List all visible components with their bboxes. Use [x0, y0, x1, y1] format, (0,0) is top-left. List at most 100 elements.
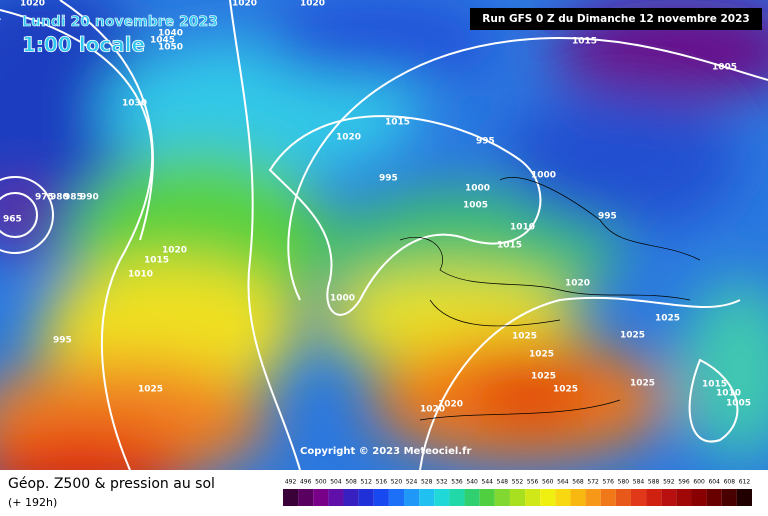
isobar-label: 1025 — [531, 372, 556, 382]
scale-swatch — [691, 489, 707, 506]
isobar-label: 990 — [80, 193, 99, 203]
isobar-label: 1000 — [465, 184, 490, 194]
isobar-label: 1020 — [232, 0, 257, 9]
scale-swatch — [615, 489, 631, 506]
scale-label: 556 — [527, 479, 539, 486]
scale-swatch — [646, 489, 662, 506]
isobar-lines — [0, 0, 768, 470]
scale-label: 552 — [512, 479, 524, 486]
scale-label: 504 — [330, 479, 342, 486]
scale-swatch — [721, 489, 737, 506]
scale-label: 508 — [345, 479, 357, 486]
isobar-label: 995 — [379, 174, 398, 184]
isobar-label: 1005 — [726, 399, 751, 409]
scale-label: 536 — [451, 479, 463, 486]
isobar-label: 1020 — [162, 246, 187, 256]
isobar-label: 995 — [476, 137, 495, 147]
run-info: Run GFS 0 Z du Dimanche 12 novembre 2023 — [482, 13, 749, 25]
scale-label: 512 — [360, 479, 372, 486]
scale-label: 540 — [466, 479, 478, 486]
scale-label: 520 — [391, 479, 403, 486]
isobar-label: 1045 — [150, 36, 175, 46]
scale-label: 532 — [436, 479, 448, 486]
scale-swatch — [555, 489, 571, 506]
isobar-label: 1025 — [630, 379, 655, 389]
scale-label: 568 — [572, 479, 584, 486]
scale-label: 544 — [482, 479, 494, 486]
scale-label: 516 — [376, 479, 388, 486]
scale-swatch — [540, 489, 556, 506]
scale-label: 584 — [633, 479, 645, 486]
scale-swatch — [388, 489, 405, 506]
isobar-label: 995 — [598, 212, 617, 222]
isobar-label: 1010 — [510, 223, 535, 233]
scale-label: 500 — [315, 479, 327, 486]
scale-swatch — [525, 489, 541, 506]
scale-swatch — [434, 489, 450, 506]
scale-label: 548 — [497, 479, 509, 486]
scale-swatch — [706, 489, 722, 506]
isobar-label: 1020 — [420, 405, 445, 415]
isobar-label: 1020 — [565, 279, 590, 289]
scale-swatch — [464, 489, 480, 506]
isobar-label: 975 — [35, 193, 54, 203]
scale-swatch — [298, 489, 314, 506]
isobar-label: 1025 — [529, 350, 554, 360]
isobar-label: 1010 — [128, 270, 153, 280]
scale-label: 600 — [693, 479, 705, 486]
scale-swatch — [585, 489, 601, 506]
isobar-label: 995 — [53, 336, 72, 346]
scale-swatch — [419, 489, 435, 506]
scale-swatch — [570, 489, 586, 506]
scale-label: 612 — [739, 479, 751, 486]
isobar-label: 1015 — [702, 380, 727, 390]
scale-swatch — [736, 489, 752, 506]
scale-label: 492 — [285, 479, 297, 486]
scale-label: 580 — [618, 479, 630, 486]
isobar-label: 1015 — [572, 37, 597, 47]
isobar-label: 1025 — [512, 332, 537, 342]
isobar-label: 1025 — [138, 385, 163, 395]
scale-swatch — [358, 489, 374, 506]
isobar-label: 1025 — [655, 314, 680, 324]
time: 1:00 locale — [22, 33, 145, 57]
scale-swatch — [600, 489, 616, 506]
isobar-label: 1020 — [20, 0, 45, 9]
scale-swatch — [343, 489, 359, 506]
isobar-label: 1050 — [158, 43, 183, 53]
scale-swatch — [404, 489, 420, 506]
isobar-labels: 1020 1020 10201040104510501030101510051020… — [3, 0, 751, 415]
isobar-label: 1020 — [300, 0, 325, 9]
scale-label: 564 — [557, 479, 569, 486]
footer-lead: (+ 192h) — [8, 496, 57, 509]
isobar-label: 1010 — [716, 389, 741, 399]
footer-title: Géop. Z500 & pression au sol — [8, 476, 215, 492]
isobar-label: 965 — [3, 215, 22, 225]
scale-swatch — [328, 489, 344, 506]
isobar-label: 1015 — [497, 241, 522, 251]
isobar-label: 1025 — [553, 385, 578, 395]
scale-swatch — [509, 489, 526, 506]
date: Lundi 20 novembre 2023 — [22, 14, 218, 30]
scale-label: 560 — [542, 479, 554, 486]
scale-label: 592 — [663, 479, 675, 486]
scale-swatch — [449, 489, 465, 506]
scale-label: 576 — [603, 479, 615, 486]
scale-swatch — [313, 489, 329, 506]
scale-swatch — [479, 489, 495, 506]
isobar-label: 1015 — [385, 118, 410, 128]
run-box — [470, 8, 762, 30]
scale-swatch — [630, 489, 647, 506]
scale-label: 528 — [421, 479, 433, 486]
scale-label: 604 — [708, 479, 720, 486]
isobar-label: 1020 — [336, 133, 361, 143]
scale-swatch — [676, 489, 692, 506]
isobar-label: 985 — [64, 193, 83, 203]
scale-label: 596 — [678, 479, 690, 486]
scale-label: 608 — [724, 479, 736, 486]
isobar-label: 1025 — [620, 331, 645, 341]
isobar-label: 1000 — [330, 294, 355, 304]
scale-swatch — [494, 489, 510, 506]
